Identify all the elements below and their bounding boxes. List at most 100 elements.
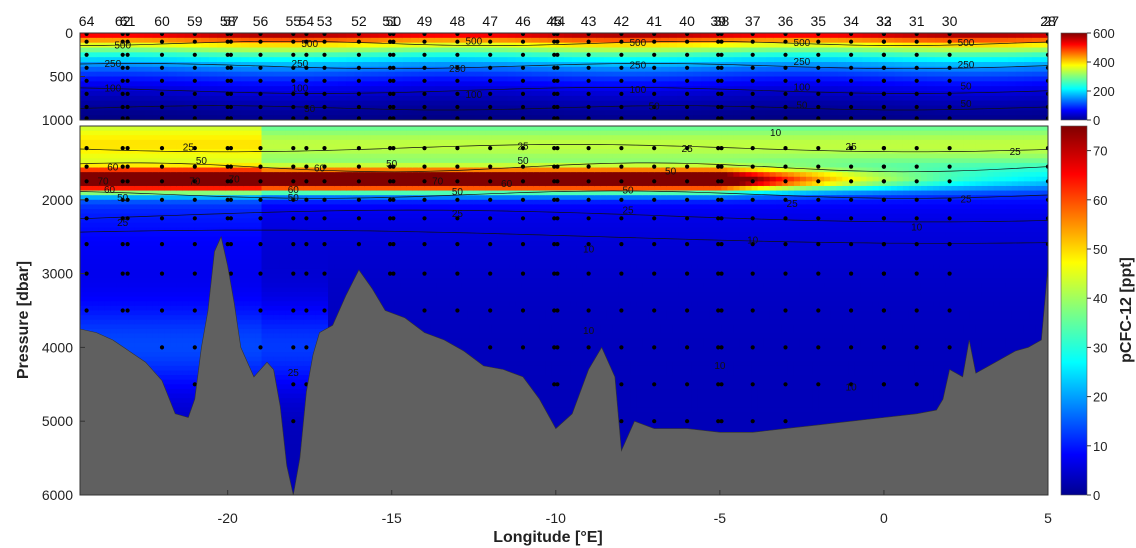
sample-point [947, 216, 952, 221]
sample-point [322, 65, 327, 70]
sample-point [291, 39, 296, 44]
sample-point [1049, 40, 1053, 44]
sample-point [225, 179, 230, 184]
sample-point [652, 382, 657, 387]
sample-point [816, 271, 821, 276]
sample-point [120, 164, 125, 169]
sample-point [716, 382, 721, 387]
sample-point [520, 197, 526, 202]
contour-label: 50 [452, 187, 464, 198]
sample-point [849, 164, 854, 169]
sample-point [488, 164, 493, 169]
contour-label: 10 [747, 236, 759, 247]
y-tick-label: 5000 [42, 413, 73, 429]
sample-point [125, 65, 130, 70]
sample-point [159, 116, 165, 120]
sample-point [159, 345, 165, 350]
sample-point [388, 33, 393, 36]
sample-point [356, 104, 361, 110]
sample-point [816, 39, 821, 44]
sample-point [552, 197, 557, 202]
sample-point [1045, 52, 1048, 57]
sample-point [322, 271, 327, 276]
sample-point [391, 197, 396, 202]
sample-point [586, 179, 591, 184]
sample-point [555, 146, 560, 151]
contour-label: 60 [288, 185, 300, 196]
sample-point [120, 39, 125, 44]
sample-point [258, 52, 263, 57]
sample-point [947, 91, 952, 96]
sample-point [84, 164, 89, 169]
sample-point [719, 308, 724, 313]
sample-point [159, 216, 165, 221]
sample-point [816, 33, 821, 36]
lower-panel-frame [79, 125, 1049, 496]
sample-point [291, 197, 296, 202]
sample-point [552, 271, 557, 276]
colorbar-tick-label: 40 [1093, 291, 1107, 306]
sample-point [685, 345, 690, 350]
sample-point [84, 146, 89, 151]
sample-point [652, 52, 657, 57]
sample-point [914, 271, 919, 276]
sample-point [552, 308, 557, 313]
contour-label: 25 [117, 218, 129, 229]
sample-point [586, 52, 591, 57]
sample-point [750, 216, 755, 221]
bathymetry [80, 235, 1048, 495]
sample-point [652, 216, 657, 221]
sample-point [125, 179, 130, 184]
colorbar-tick-label: 30 [1093, 340, 1107, 355]
sample-point [1049, 146, 1053, 150]
contour-label: 50 [796, 101, 808, 112]
sample-point [225, 197, 230, 202]
sample-point [228, 91, 233, 96]
station-label: 43 [581, 13, 597, 29]
sample-point [816, 65, 821, 70]
contour-label: 25 [183, 143, 195, 154]
sample-point [304, 78, 309, 83]
sample-point [228, 271, 233, 276]
sample-point [488, 146, 493, 151]
sample-point [685, 308, 690, 313]
sample-point [84, 179, 89, 184]
station-label: 62 [115, 13, 131, 29]
sample-point [881, 382, 887, 387]
sample-point [488, 91, 493, 96]
sample-point [750, 164, 755, 169]
sample-point [750, 65, 755, 70]
sample-point [619, 164, 624, 169]
sample-point [356, 164, 361, 169]
sample-point [914, 216, 919, 221]
y-tick-label: 500 [50, 69, 74, 85]
sample-point [881, 39, 887, 44]
sample-point [619, 91, 624, 96]
sample-point [192, 146, 197, 151]
sample-point [1045, 216, 1048, 221]
sample-point [125, 39, 130, 44]
colorbar-tick-label: 0 [1093, 113, 1100, 128]
sample-point [322, 197, 327, 202]
sample-point [455, 308, 460, 313]
sample-point [356, 39, 361, 44]
sample-point [388, 91, 393, 96]
sample-point [750, 78, 755, 83]
sample-point [258, 146, 263, 151]
sample-point [422, 116, 427, 120]
upper-colorbar [1060, 32, 1088, 121]
sample-point [455, 242, 460, 247]
sample-point [356, 179, 361, 184]
contour-label: 100 [104, 83, 121, 94]
sample-point [125, 197, 130, 202]
sample-point [783, 52, 788, 57]
sample-point [849, 65, 854, 70]
sample-point [652, 271, 657, 276]
sample-point [783, 242, 788, 247]
sample-point [422, 164, 427, 169]
sample-point [555, 116, 560, 120]
sample-point [388, 197, 393, 202]
station-label: 44 [550, 13, 566, 29]
sample-point [1049, 216, 1053, 220]
sample-point [1045, 65, 1048, 70]
